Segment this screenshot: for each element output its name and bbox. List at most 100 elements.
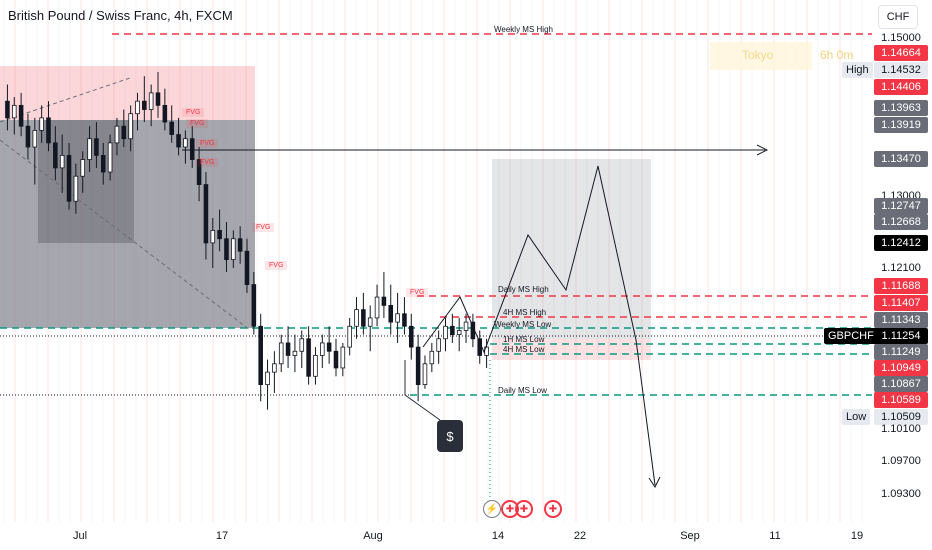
time-label: 14: [491, 530, 505, 542]
price-label: 1.12747: [874, 198, 928, 214]
candle: [94, 122, 99, 168]
candle: [183, 130, 188, 164]
price-label: 1.10589: [874, 392, 928, 408]
time-label: Sep: [680, 530, 700, 542]
fvg-tag: FVG: [182, 108, 205, 117]
uk-flag-icon[interactable]: ✚: [544, 500, 562, 518]
session-time: 6h 0m: [820, 48, 854, 62]
candle: [66, 142, 72, 210]
price-label: 1.14406: [874, 79, 928, 95]
candle: [402, 297, 407, 335]
price-label: 1.10949: [874, 360, 928, 376]
fvg-tag: FVG: [186, 119, 209, 128]
candle: [148, 84, 154, 127]
candle: [162, 88, 168, 131]
price-label: 1.12412: [874, 235, 928, 251]
low-tag: Low: [842, 409, 871, 425]
dollar-pointer: [404, 360, 441, 421]
candle: [18, 92, 24, 137]
candle: [25, 113, 31, 160]
candle: [80, 151, 86, 193]
price-label: 1.10867: [874, 376, 928, 392]
projection-arrowhead: [648, 476, 661, 488]
time-label: 22: [573, 530, 587, 542]
price-tick: 1.10100: [881, 423, 921, 435]
h1-ms-low-label: 1H MS Low: [503, 335, 545, 344]
candle: [272, 351, 277, 393]
candle: [320, 334, 325, 368]
candle: [443, 317, 448, 352]
candle: [477, 330, 483, 364]
candle: [299, 330, 305, 368]
uk-flag-icon[interactable]: ✚: [515, 500, 533, 518]
candle: [463, 313, 469, 343]
price-label: 1.12668: [874, 214, 928, 230]
candle: [224, 222, 229, 273]
candle: [87, 126, 92, 173]
symbol-tag: GBPCHF: [824, 328, 878, 344]
fvg-tag: FVG: [406, 288, 429, 297]
fvg-tag: FVG: [196, 139, 219, 148]
target-zone: [492, 159, 651, 339]
candle: [100, 142, 106, 185]
candle: [39, 105, 44, 143]
candle: [155, 72, 161, 118]
candle: [59, 134, 65, 193]
candle: [11, 97, 17, 135]
candle: [73, 163, 79, 214]
price-label: 1.10509: [874, 409, 928, 425]
candle: [429, 342, 435, 373]
candle: [210, 217, 216, 268]
session-name: Tokyo: [742, 48, 774, 62]
currency-button[interactable]: CHF: [878, 5, 918, 29]
candle: [32, 117, 38, 185]
fvg-tag: FVG: [265, 261, 288, 270]
candle: [237, 226, 243, 264]
candle: [5, 84, 10, 131]
candle: [135, 92, 140, 131]
candle: [347, 317, 352, 356]
price-label: 1.11249: [874, 344, 928, 360]
candle: [258, 313, 263, 402]
price-tick: 1.12100: [881, 262, 921, 274]
last-price-label: 1.11254: [874, 328, 928, 344]
lightning-icon[interactable]: ⚡: [483, 500, 501, 518]
candle: [361, 292, 366, 335]
candle: [367, 305, 373, 352]
candle: [395, 292, 400, 343]
candle: [374, 284, 380, 327]
projection-arrow[interactable]: [182, 144, 769, 156]
candle: [265, 359, 270, 410]
price-label: 1.11688: [874, 278, 928, 294]
price-label: 1.11343: [874, 312, 928, 328]
dollar-marker[interactable]: $: [437, 420, 463, 452]
candle: [189, 126, 195, 168]
projection-path[interactable]: [422, 165, 656, 486]
time-label: Jul: [72, 530, 88, 542]
candle-series: [5, 72, 489, 410]
candle: [114, 117, 120, 156]
weekly-ms-low-label: Weekly MS Low: [494, 320, 552, 329]
candle: [292, 334, 298, 373]
fvg-tag: FVG: [252, 223, 275, 232]
session-box: Tokyo: [710, 42, 812, 70]
price-label: 1.13963: [874, 100, 928, 116]
candle: [354, 297, 359, 339]
candle: [381, 272, 387, 318]
price-label: 1.13919: [874, 117, 928, 133]
candle: [217, 209, 222, 252]
candle: [196, 147, 202, 202]
diagonal-trendline: [0, 139, 251, 331]
candle: [415, 334, 421, 402]
range-zone-red: [0, 66, 255, 120]
candle: [128, 105, 133, 152]
fvg-tag: FVG: [196, 158, 219, 167]
candle: [278, 334, 284, 373]
price-label: 1.13470: [874, 151, 928, 167]
high-tag: High: [842, 62, 873, 78]
chart-title: British Pound / Swiss Franc, 4h, FXCM: [8, 8, 233, 23]
time-label: 11: [769, 530, 781, 542]
price-tick: 1.15000: [881, 32, 921, 44]
candle: [388, 284, 394, 335]
